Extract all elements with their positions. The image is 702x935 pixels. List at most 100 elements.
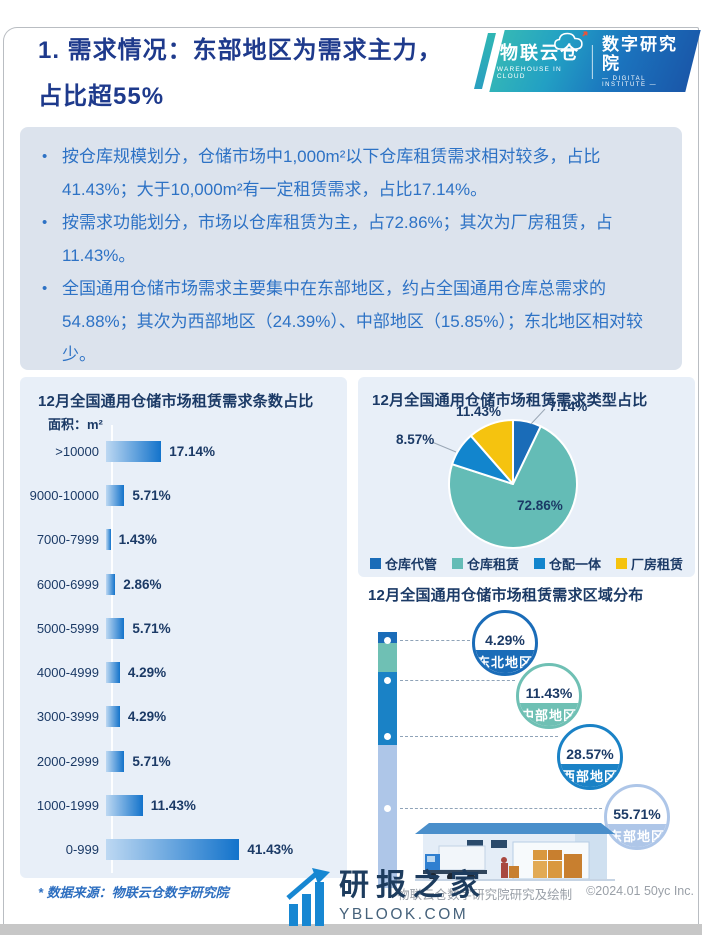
- bar-category-label: 7000-7999: [36, 532, 99, 548]
- bar-value-label: 5.71%: [132, 620, 171, 636]
- bar-fill: [106, 706, 120, 728]
- page-title-line1: 1. 需求情况：东部地区为需求主力，: [38, 37, 443, 64]
- region-stacked-bar: [378, 632, 397, 888]
- bar-row: 7000-7999 1.43%: [20, 518, 347, 562]
- bar-value-label: 11.43%: [150, 798, 196, 814]
- region-name: 中部地区: [519, 703, 579, 726]
- brand-name-en: WAREHOUSE IN CLOUD: [497, 65, 563, 80]
- bar-row: 9000-10000 5.71%: [20, 473, 347, 517]
- pie-legend: 仓库代管 仓库租赁 仓配一体 厂房租赁: [358, 554, 695, 573]
- credit-text: 物联云仓数字研究院研究及绘制: [397, 888, 573, 902]
- bar-value-label: 5.71%: [132, 753, 171, 769]
- bar-row: 5000-5999 5.71%: [20, 606, 347, 650]
- bar-category-label: >10000: [55, 443, 99, 459]
- summary-bullet-1-text: 按仓库规模划分，仓储市场中1,000m²以下仓库租赁需求相对较多，占比41.43…: [62, 147, 601, 199]
- summary-bullet-3-text: 全国通用仓储市场需求主要集中在东部地区，约占全国通用仓库总需求的54.88%；其…: [62, 279, 643, 364]
- bar-category-label: 9000-10000: [29, 487, 99, 503]
- credit-line: 物联云仓数字研究院研究及绘制 ©2024.01 50yc Inc.: [397, 884, 694, 903]
- bar-chart-title: 12月全国通用仓储市场租赁需求条数占比: [38, 393, 314, 410]
- bar-category-label: 3000-3999: [36, 709, 99, 725]
- bar-category-label: 4000-4999: [36, 665, 99, 681]
- bar-category-label: 6000-6999: [36, 576, 99, 592]
- bar-fill: [106, 662, 120, 684]
- legend-label: 仓配一体: [549, 557, 602, 572]
- bar-row: 6000-6999 2.86%: [20, 562, 347, 606]
- legend-label: 厂房租赁: [631, 557, 684, 572]
- pie-label-factory-lease: 11.43%: [456, 404, 502, 419]
- brand-logo-banner: 物联云仓 WAREHOUSE IN CLOUD 数字研究院 — DIGITAL …: [489, 30, 701, 92]
- bar-value-label: 4.29%: [127, 665, 167, 681]
- legend-label: 仓库租赁: [466, 557, 519, 572]
- bar-value-label: 17.14%: [169, 443, 215, 459]
- bar-fill: [106, 795, 143, 817]
- summary-bullet-1: • 按仓库规模划分，仓储市场中1,000m²以下仓库租赁需求相对较多，占比41.…: [42, 140, 658, 206]
- region-name: 西部地区: [560, 764, 620, 787]
- bar-fill: [106, 617, 125, 639]
- region-percent: 28.57%: [566, 746, 614, 762]
- bar-category-label: 1000-1999: [36, 798, 99, 814]
- pie-leader-line: [431, 441, 457, 453]
- legend-swatch: [534, 558, 545, 569]
- bullet-dot-icon: •: [42, 148, 48, 165]
- summary-bullet-2: • 按需求功能划分，市场以仓库租赁为主，占72.86%；其次为厂房租赁，占11.…: [42, 206, 658, 272]
- bar-row: 2000-2999 5.71%: [20, 739, 347, 783]
- watermark-chart-icon: [286, 868, 330, 926]
- page-border: [3, 27, 699, 924]
- bar-value-label: 5.71%: [132, 487, 171, 503]
- region-bar-dot: [384, 676, 391, 684]
- summary-bullet-2-text: 按需求功能划分，市场以仓库租赁为主，占72.86%；其次为厂房租赁，占11.43…: [62, 213, 613, 265]
- page-title: 1. 需求情况：东部地区为需求主力， 占比超55%: [38, 28, 483, 120]
- legend-item: 仓库代管: [369, 554, 437, 573]
- legend-item: 仓库租赁: [451, 554, 519, 573]
- watermark-site: YBLOOK.COM: [339, 906, 469, 923]
- region-dash-line: [400, 680, 515, 681]
- region-bar-segment-2: [378, 642, 397, 673]
- legend-item: 仓配一体: [534, 554, 601, 573]
- bullet-dot-icon: •: [42, 280, 48, 297]
- bar-category-label: 2000-2999: [36, 753, 99, 769]
- legend-swatch: [451, 558, 463, 569]
- region-dash-line: [400, 640, 470, 641]
- pie-chart: [431, 408, 578, 549]
- bar-row: 4000-4999 4.29%: [20, 650, 347, 694]
- pie-leader-line: [530, 408, 546, 425]
- bar-row: 0-999 41.43%: [20, 828, 347, 872]
- region-chart-title: 12月全国通用仓储市场租赁需求区域分布: [368, 587, 644, 604]
- region-name: 东北地区: [475, 650, 535, 673]
- watermark-brand: 研报之家: [339, 869, 487, 902]
- institute-name-en: — DIGITAL INSTITUTE —: [602, 75, 658, 88]
- data-source-note: * 数据来源：物联云仓数字研究院: [38, 885, 229, 900]
- bar-chart-axis-label: 面积：m²: [48, 417, 103, 432]
- bar-chart-rows: >10000 17.14% 9000-10000 5.71% 7000-7999 1.43…: [20, 429, 347, 872]
- pie-label-warehouse-custody: 7.14%: [549, 399, 588, 414]
- copyright-text: ©2024.01 50yc Inc.: [586, 884, 694, 898]
- region-dash-line: [400, 808, 602, 809]
- region-percent: 4.29%: [485, 632, 525, 648]
- pie-chart-title: 12月全国通用仓储市场租赁需求类型占比: [372, 392, 648, 409]
- bar-fill: [106, 573, 116, 595]
- bar-value-label: 1.43%: [118, 532, 157, 548]
- bar-fill: [106, 484, 125, 506]
- bar-fill: [106, 750, 125, 772]
- bar-category-label: 0-999: [65, 842, 99, 858]
- summary-box: • 按仓库规模划分，仓储市场中1,000m²以下仓库租赁需求相对较多，占比41.…: [20, 127, 682, 370]
- region-circle-1: 4.29% 东北地区: [472, 610, 538, 676]
- bar-value-label: 4.29%: [127, 709, 167, 725]
- pie-label-integrated: 8.57%: [396, 432, 435, 447]
- region-dash-line: [400, 736, 558, 737]
- region-bar-dot: [384, 732, 391, 740]
- legend-swatch: [616, 558, 628, 569]
- region-percent: 11.43%: [525, 685, 573, 701]
- warehouse-illustration: [415, 823, 615, 881]
- bar-row: 3000-3999 4.29%: [20, 695, 347, 739]
- legend-label: 仓库代管: [384, 557, 437, 572]
- bar-value-label: 2.86%: [123, 576, 162, 592]
- pie-label-warehouse-lease: 72.86%: [517, 498, 563, 513]
- bar-fill: [106, 440, 162, 462]
- region-bar-dot: [384, 636, 391, 644]
- bar-value-label: 41.43%: [247, 842, 294, 858]
- page-bottom-edge: [0, 924, 702, 935]
- region-circle-2: 11.43% 中部地区: [516, 663, 582, 729]
- region-circle-4: 55.71% 东部地区: [604, 784, 670, 850]
- bar-fill: [106, 839, 240, 861]
